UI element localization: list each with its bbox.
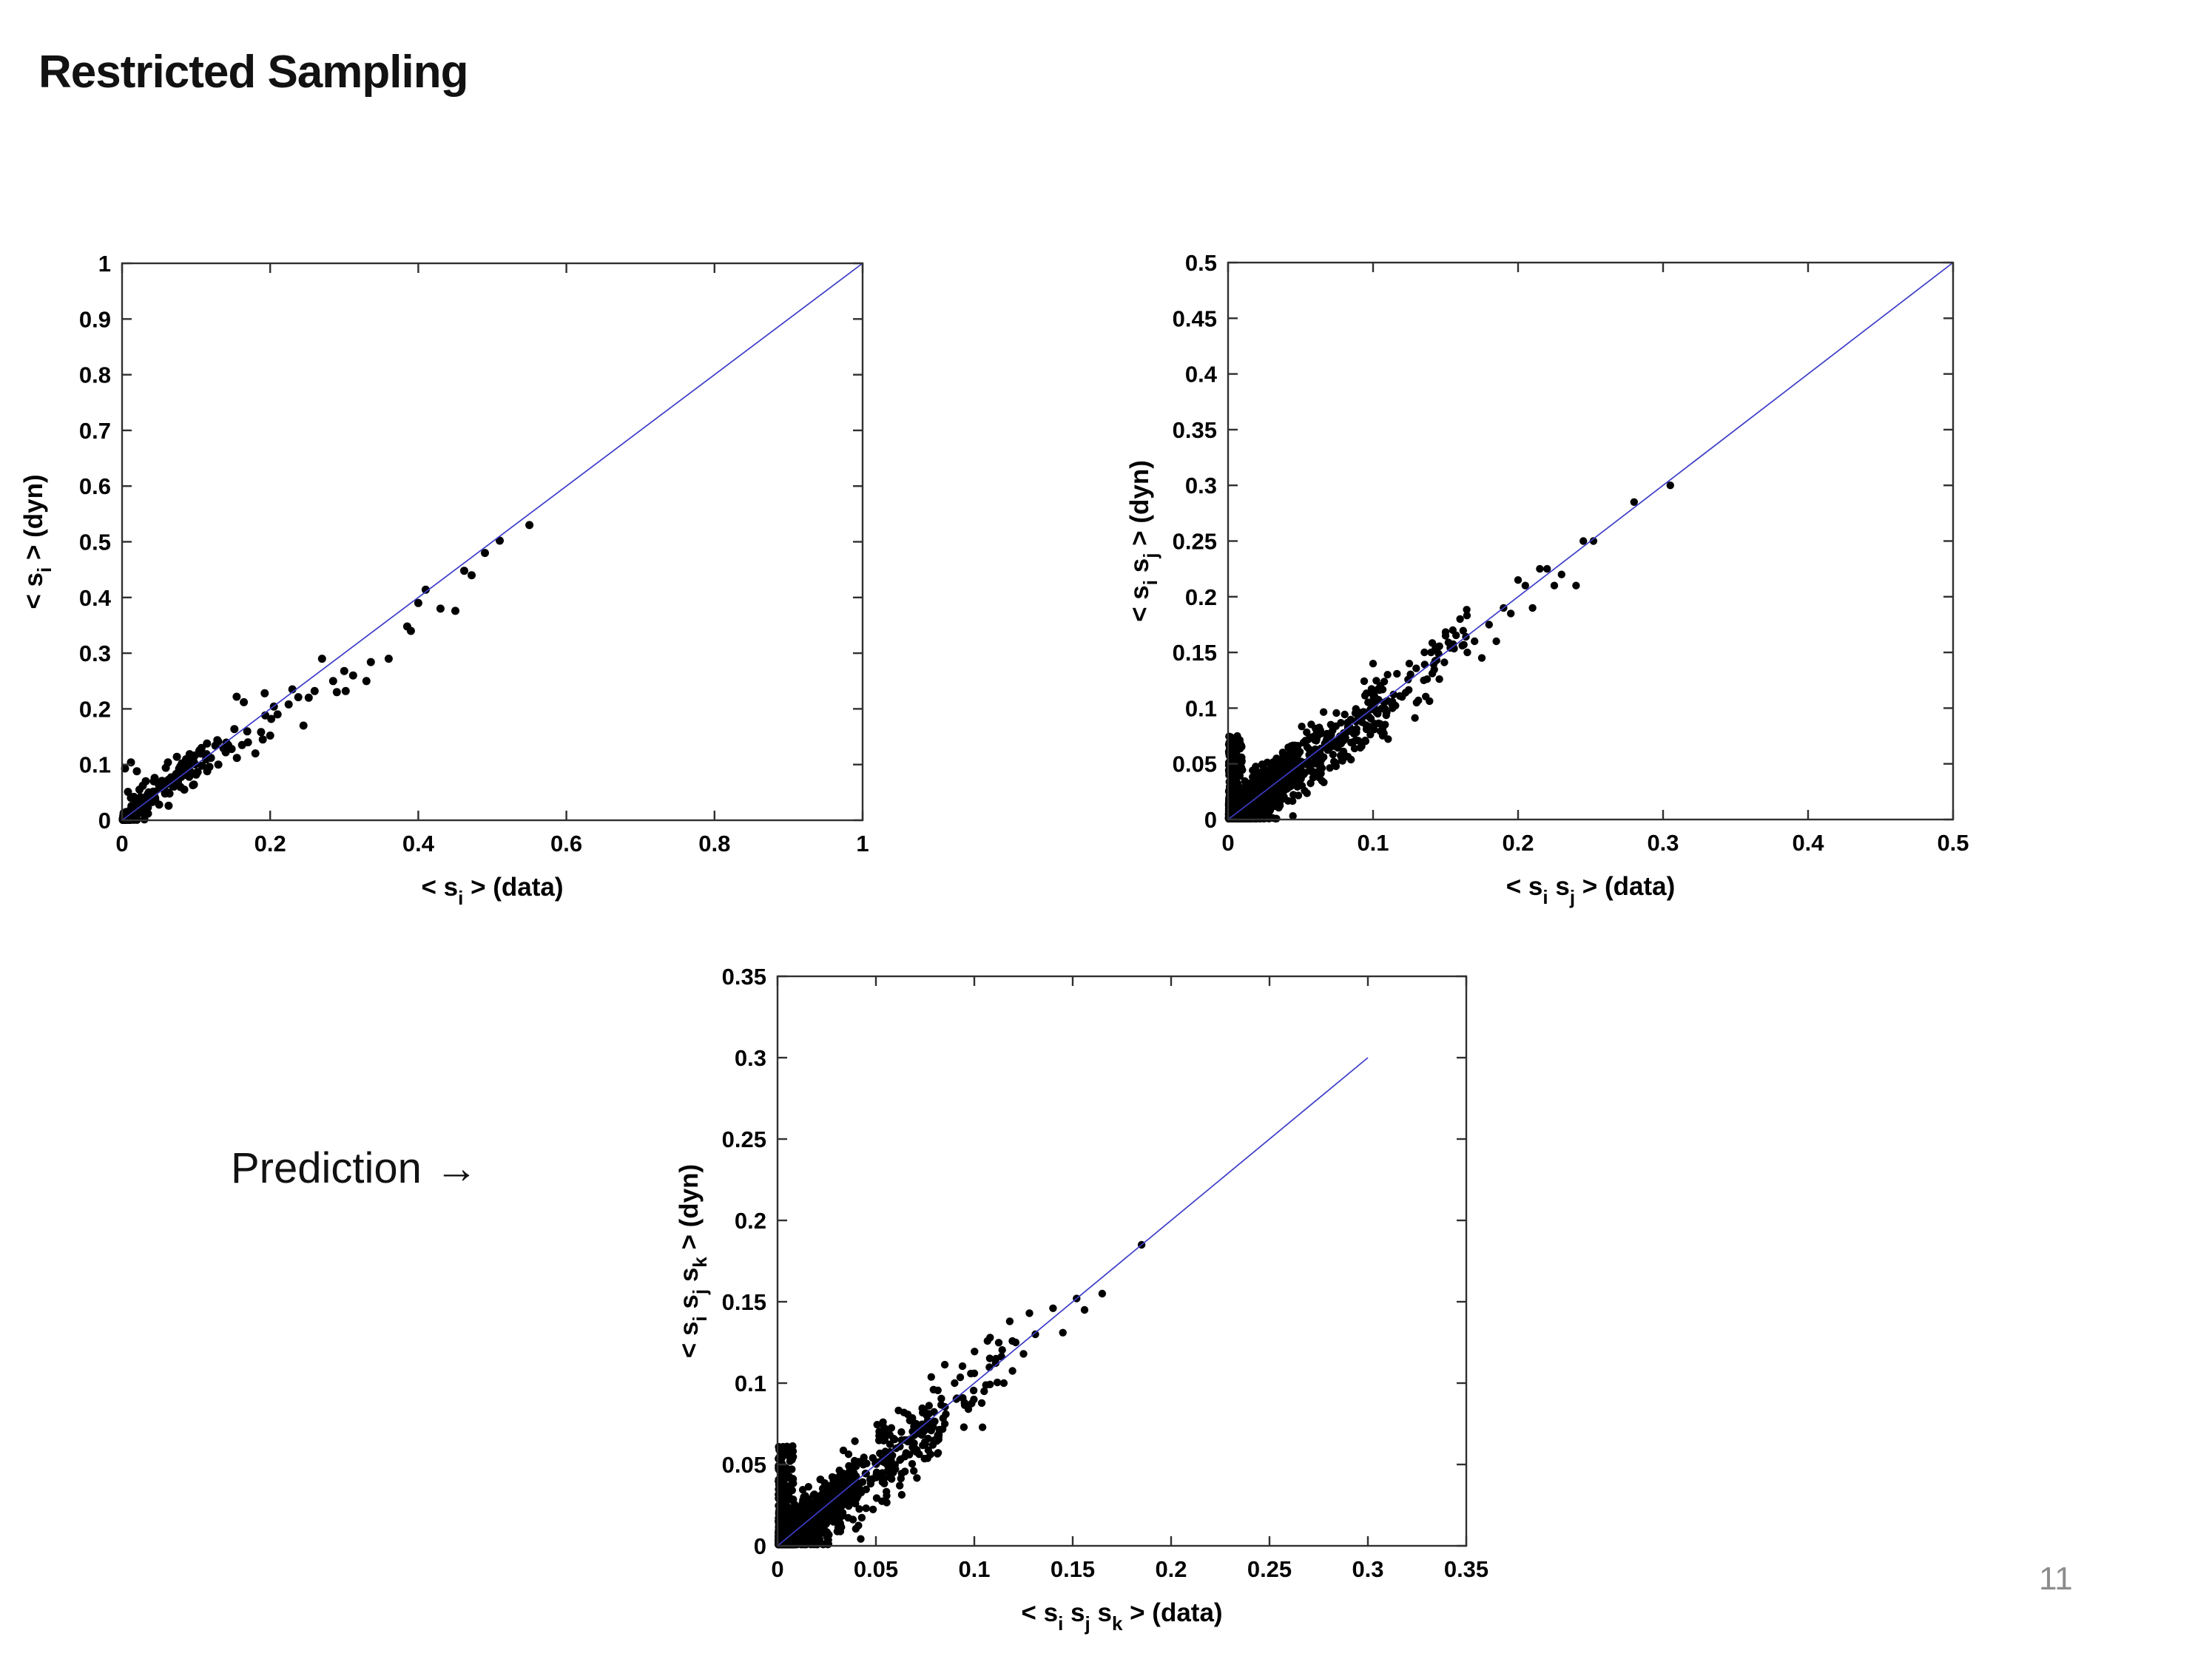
svg-text:0.3: 0.3 [1185,473,1217,499]
chart-sisj-scatter: 0 0.1 0.2 0.3 0.4 0.5 0 0.05 0.1 0.15 0.2 0.25 0.3 0.… [1125,250,1969,908]
svg-text:0.3: 0.3 [1647,830,1679,856]
page-number: 11 [2039,1561,2073,1597]
svg-text:0.7: 0.7 [79,418,111,444]
svg-text:0: 0 [771,1556,783,1582]
svg-text:0.4: 0.4 [1185,362,1218,388]
third-moment-ticks [776,975,1468,1547]
chart-si-scatter: 0 0.2 0.4 0.6 0.8 1 0 0.1 0.2 0.3 0.4 0.5 0.6 0.7 0.8 0… [19,251,869,909]
svg-text:0.15: 0.15 [1051,1556,1095,1582]
svg-text:0: 0 [115,831,128,856]
svg-text:0.1: 0.1 [1357,830,1389,856]
second-moment-tick-labels: 0 0.1 0.2 0.3 0.4 0.5 0 0.05 0.1 0.15 0.2 0.25 0.3 0.… [1173,250,1969,856]
svg-text:0.2: 0.2 [1502,830,1534,856]
svg-text:0.45: 0.45 [1173,305,1217,331]
svg-text:0.2: 0.2 [1185,584,1217,610]
svg-text:0.4: 0.4 [79,585,112,611]
svg-text:0: 0 [1204,807,1217,833]
prediction-label: Prediction → [231,1143,478,1193]
svg-text:1: 1 [98,251,111,277]
svg-text:0.05: 0.05 [722,1452,766,1478]
svg-text:0.1: 0.1 [958,1556,990,1582]
second-moment-x-axis-label: < si sj > (data) [1506,872,1675,908]
first-moment-tick-labels: 0 0.2 0.4 0.6 0.8 1 0 0.1 0.2 0.3 0.4 0.5 0.6 0.7 0.8 0… [79,251,869,856]
svg-text:0.35: 0.35 [722,964,766,990]
svg-text:0.1: 0.1 [1185,695,1217,721]
svg-text:0.2: 0.2 [254,831,286,856]
svg-text:0.2: 0.2 [79,696,111,722]
second-moment-identity-line [1227,262,1954,820]
svg-text:0.25: 0.25 [1173,529,1217,555]
svg-text:0.35: 0.35 [1173,417,1217,443]
svg-text:0.25: 0.25 [722,1126,766,1152]
svg-text:0.1: 0.1 [735,1371,766,1396]
first-moment-points [118,521,534,824]
svg-text:0.2: 0.2 [1155,1556,1187,1582]
page-title: Restricted Sampling [38,47,468,98]
svg-text:0.6: 0.6 [79,473,111,499]
first-moment-identity-line [121,263,863,821]
svg-text:0.3: 0.3 [79,641,111,666]
second-moment-ticks [1227,261,1955,821]
second-moment-y-axis-label: < si sj > (dyn) [1125,460,1161,622]
svg-text:1: 1 [856,831,869,856]
svg-text:0.15: 0.15 [1173,640,1217,666]
chart-sisjsk-scatter: 0 0.05 0.1 0.15 0.2 0.25 0.3 0.35 0 0.05 0.1 0.15 0.… [675,964,1488,1635]
svg-text:0.2: 0.2 [735,1208,766,1234]
second-moment-points [1224,482,1674,823]
svg-text:0.4: 0.4 [1792,830,1824,856]
svg-text:0.15: 0.15 [722,1289,766,1315]
svg-text:0.3: 0.3 [1352,1556,1383,1582]
third-moment-y-axis-label: < si sj sk > (dyn) [675,1164,711,1358]
svg-text:0.1: 0.1 [79,752,111,778]
svg-text:0.25: 0.25 [1247,1556,1292,1582]
svg-text:0.05: 0.05 [854,1556,898,1582]
third-moment-axes-box [776,975,1468,1547]
svg-text:0.5: 0.5 [1185,250,1217,276]
first-moment-ticks [121,262,864,822]
svg-text:0.4: 0.4 [402,831,435,856]
svg-text:0: 0 [98,808,111,834]
svg-text:0.05: 0.05 [1173,751,1217,777]
svg-text:0: 0 [754,1533,766,1559]
svg-text:0.3: 0.3 [735,1045,766,1071]
svg-text:0.9: 0.9 [79,306,111,332]
first-moment-x-axis-label: < si > (data) [421,873,563,909]
svg-text:0.5: 0.5 [1937,830,1969,856]
svg-text:0.6: 0.6 [550,831,582,856]
third-moment-x-axis-label: < si sj sk > (data) [1021,1598,1222,1635]
svg-text:0.8: 0.8 [79,362,111,388]
right-arrow-icon: → [434,1144,478,1192]
first-moment-y-axis-label: < si > (dyn) [19,474,55,609]
third-moment-tick-labels: 0 0.05 0.1 0.15 0.2 0.25 0.3 0.35 0 0.05 0.1 0.15 0.… [722,964,1489,1582]
svg-text:0: 0 [1221,830,1234,856]
svg-text:0.35: 0.35 [1444,1556,1488,1582]
svg-text:0.5: 0.5 [79,530,111,555]
third-moment-identity-line [777,1057,1369,1547]
svg-text:0.8: 0.8 [698,831,730,856]
prediction-text: Prediction [231,1144,422,1192]
